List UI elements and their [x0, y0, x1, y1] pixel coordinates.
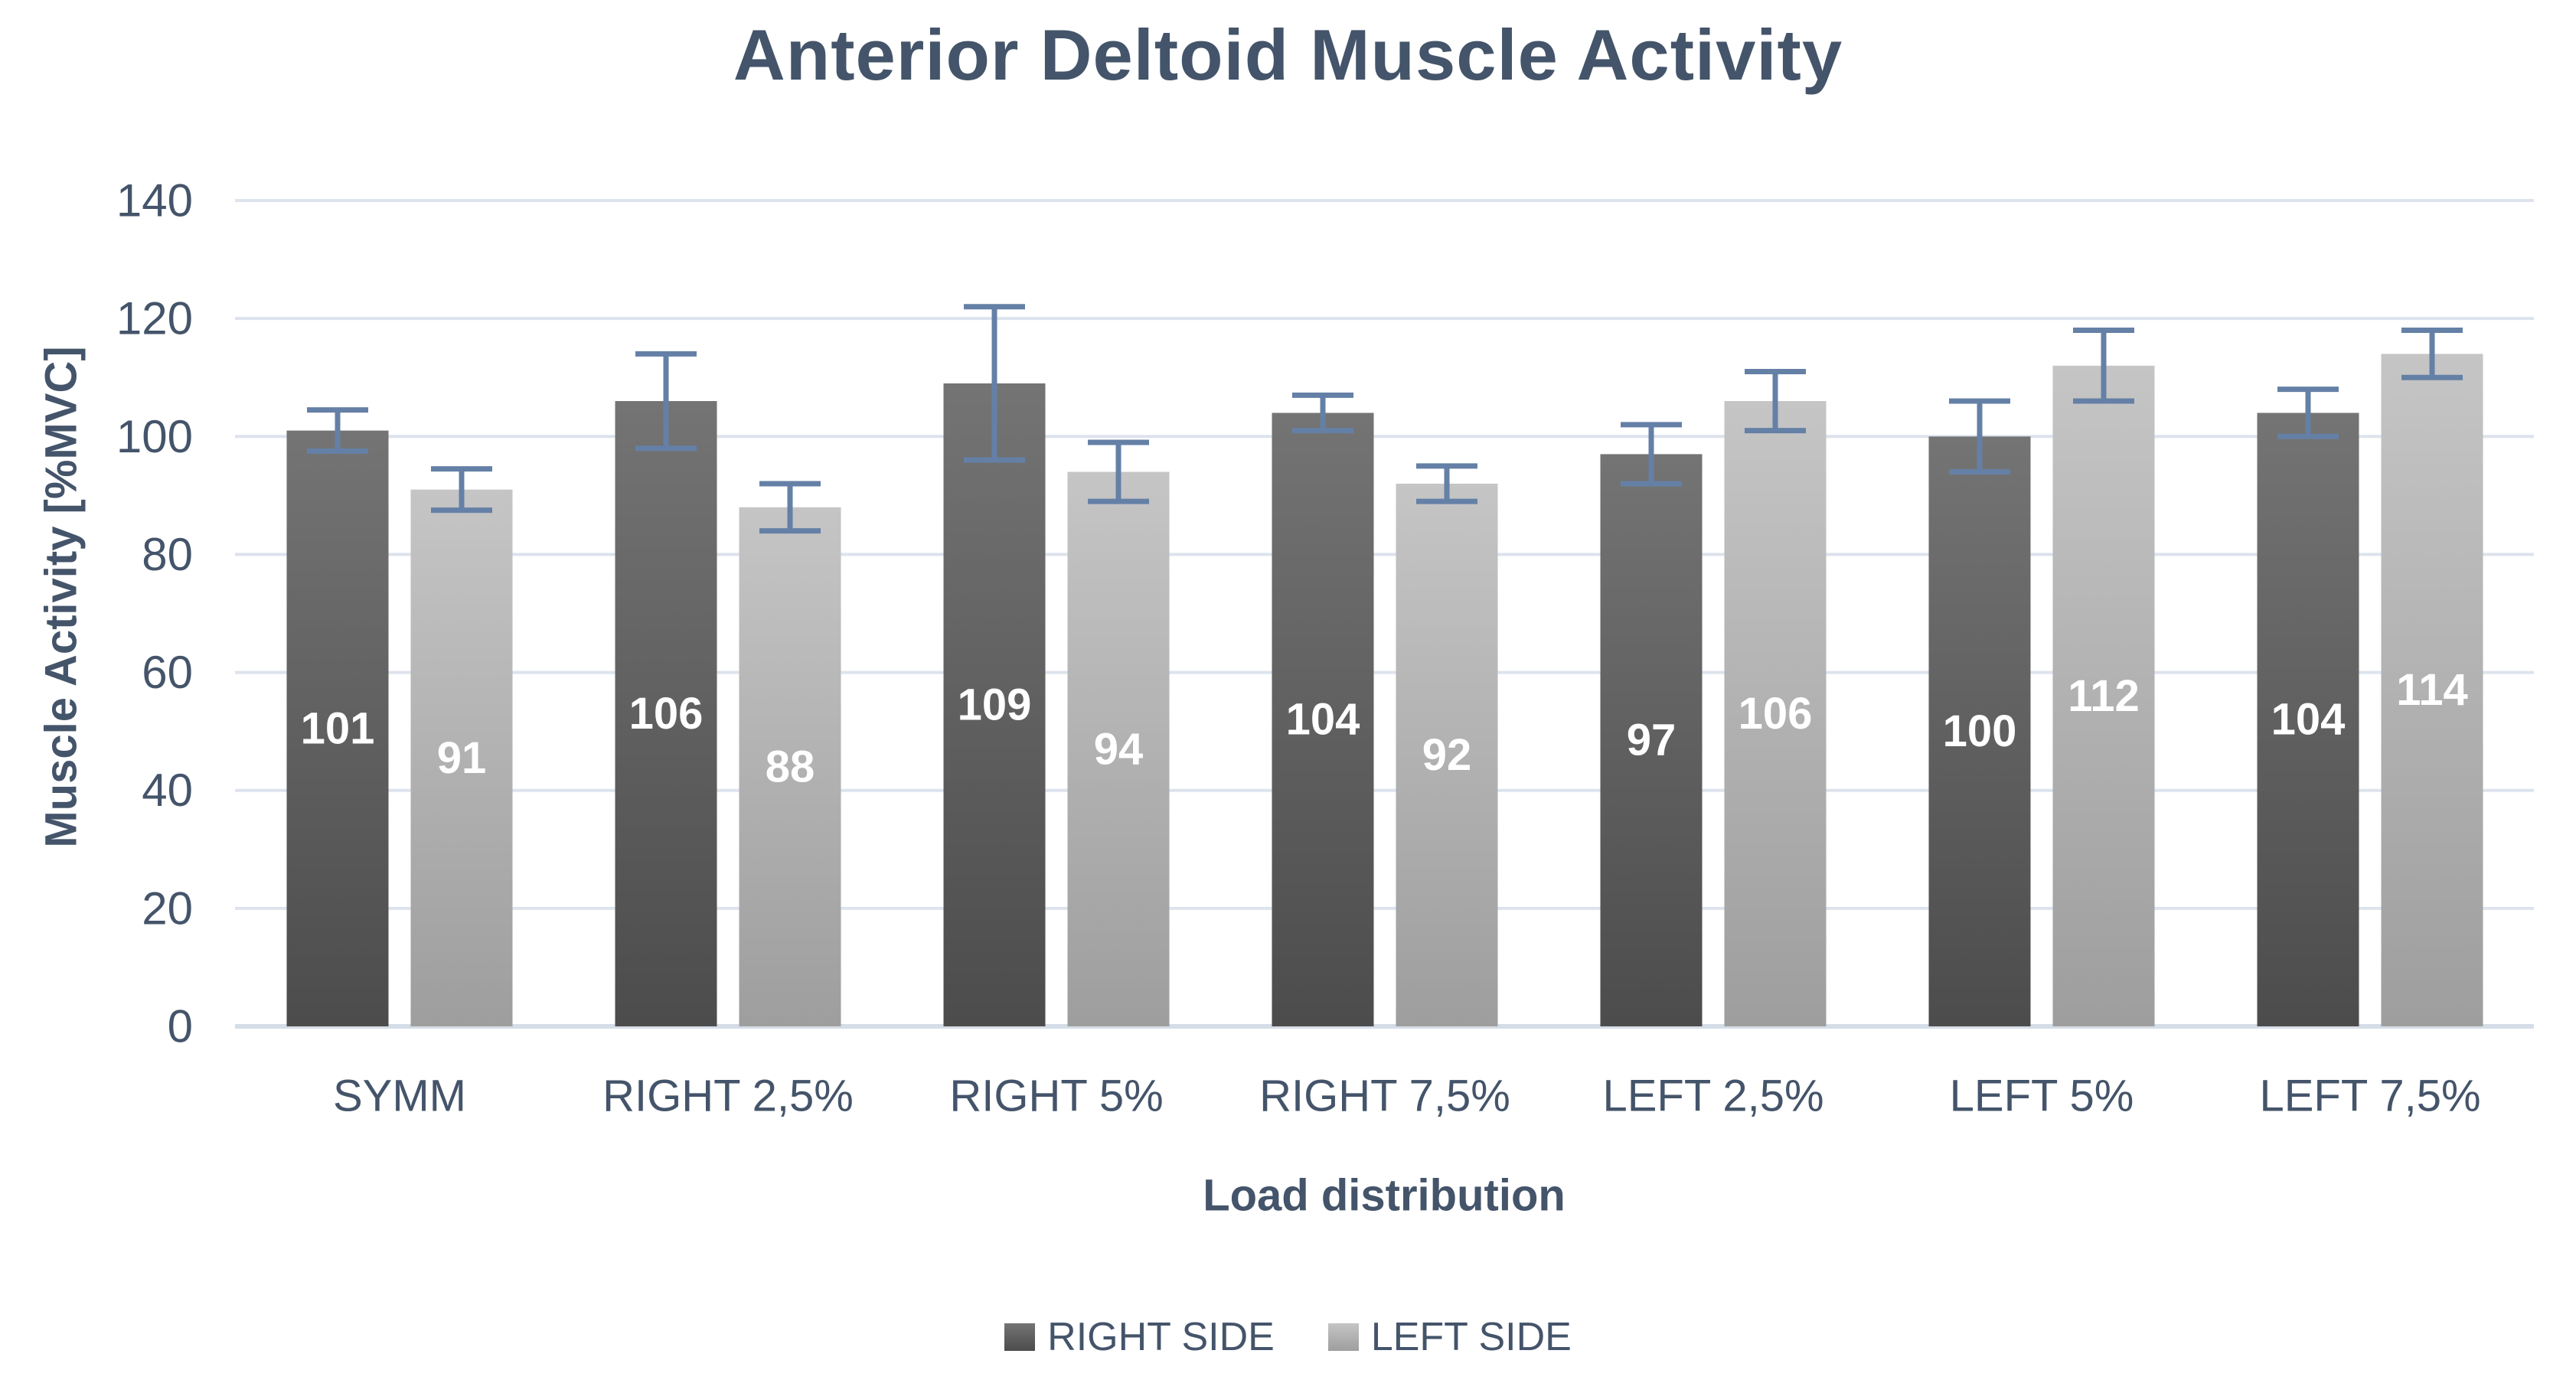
bar-left-side-5 — [2052, 365, 2155, 1026]
value-label: 106 — [629, 689, 704, 739]
y-tick-label: 100 — [116, 411, 193, 462]
bar-right-side-6 — [2257, 413, 2359, 1026]
x-tick-label-0: SYMM — [333, 1071, 466, 1121]
axis-tick-labels-layer: 0 20 40 60 80 100 120 140 SYMM RIGHT 2,5% RIGHT 5%… — [116, 175, 2481, 1121]
x-tick-label-1: RIGHT 2,5% — [602, 1071, 854, 1121]
legend-swatch-icon — [1327, 1323, 1359, 1351]
bar-left-side-1 — [739, 507, 841, 1026]
value-label: 106 — [1739, 689, 1813, 739]
bar-right-side-2 — [943, 383, 1046, 1027]
value-label: 114 — [2396, 665, 2468, 715]
legend-label: LEFT SIDE — [1370, 1315, 1572, 1359]
y-tick-label: 20 — [142, 882, 193, 934]
value-label: 109 — [958, 680, 1032, 729]
bar-left-side-0 — [410, 489, 513, 1026]
y-tick-label: 60 — [142, 647, 193, 698]
bar-left-side-4 — [1724, 401, 1827, 1026]
bar-right-side-3 — [1272, 413, 1374, 1026]
value-label: 101 — [301, 703, 375, 753]
legend-label: RIGHT SIDE — [1047, 1315, 1275, 1359]
y-tick-label: 40 — [142, 765, 193, 816]
y-tick-label: 120 — [116, 293, 193, 344]
x-tick-label-6: LEFT 7,5% — [2259, 1071, 2480, 1121]
y-tick-label: 140 — [116, 175, 193, 227]
value-label: 112 — [2068, 671, 2140, 721]
error-bars-layer — [307, 304, 2463, 534]
legend-item-right-side: RIGHT SIDE — [1004, 1314, 1275, 1360]
value-label: 94 — [1094, 724, 1144, 774]
legend-swatch-icon — [1004, 1323, 1036, 1351]
gridlines-layer — [235, 199, 2534, 1029]
bar-left-side-2 — [1067, 471, 1170, 1026]
value-label: 91 — [437, 733, 487, 783]
value-label: 92 — [1422, 730, 1472, 780]
bar-right-side-0 — [286, 430, 389, 1026]
x-tick-label-2: RIGHT 5% — [949, 1071, 1163, 1121]
value-label: 104 — [1286, 695, 1360, 745]
x-tick-label-4: LEFT 2,5% — [1602, 1071, 1823, 1121]
y-axis-title: Muscle Activity [%MVC] — [36, 346, 87, 848]
bar-right-side-4 — [1600, 454, 1703, 1026]
value-label: 104 — [2271, 695, 2346, 745]
chart-legend: RIGHT SIDE LEFT SIDE — [0, 1310, 2576, 1364]
x-axis-title: Load distribution — [1203, 1170, 1566, 1221]
bar-left-side-3 — [1396, 483, 1498, 1026]
value-label: 88 — [766, 742, 815, 791]
value-label: 97 — [1627, 716, 1677, 765]
x-tick-label-3: RIGHT 7,5% — [1259, 1071, 1510, 1121]
legend-item-left-side: LEFT SIDE — [1327, 1314, 1572, 1360]
y-tick-label: 0 — [168, 1001, 193, 1052]
bars-layer — [286, 354, 2483, 1027]
value-label: 100 — [1943, 706, 2017, 756]
bar-right-side-5 — [1928, 436, 2031, 1026]
y-tick-label: 80 — [142, 529, 193, 580]
bar-left-side-6 — [2381, 354, 2483, 1026]
bar-right-side-1 — [615, 401, 717, 1026]
x-tick-label-5: LEFT 5% — [1950, 1071, 2134, 1121]
chart-title: Anterior Deltoid Muscle Activity — [733, 15, 1843, 95]
value-labels-layer: 101 91 106 88 109 94 104 92 97 106 100 112 104 114 — [301, 665, 2468, 791]
